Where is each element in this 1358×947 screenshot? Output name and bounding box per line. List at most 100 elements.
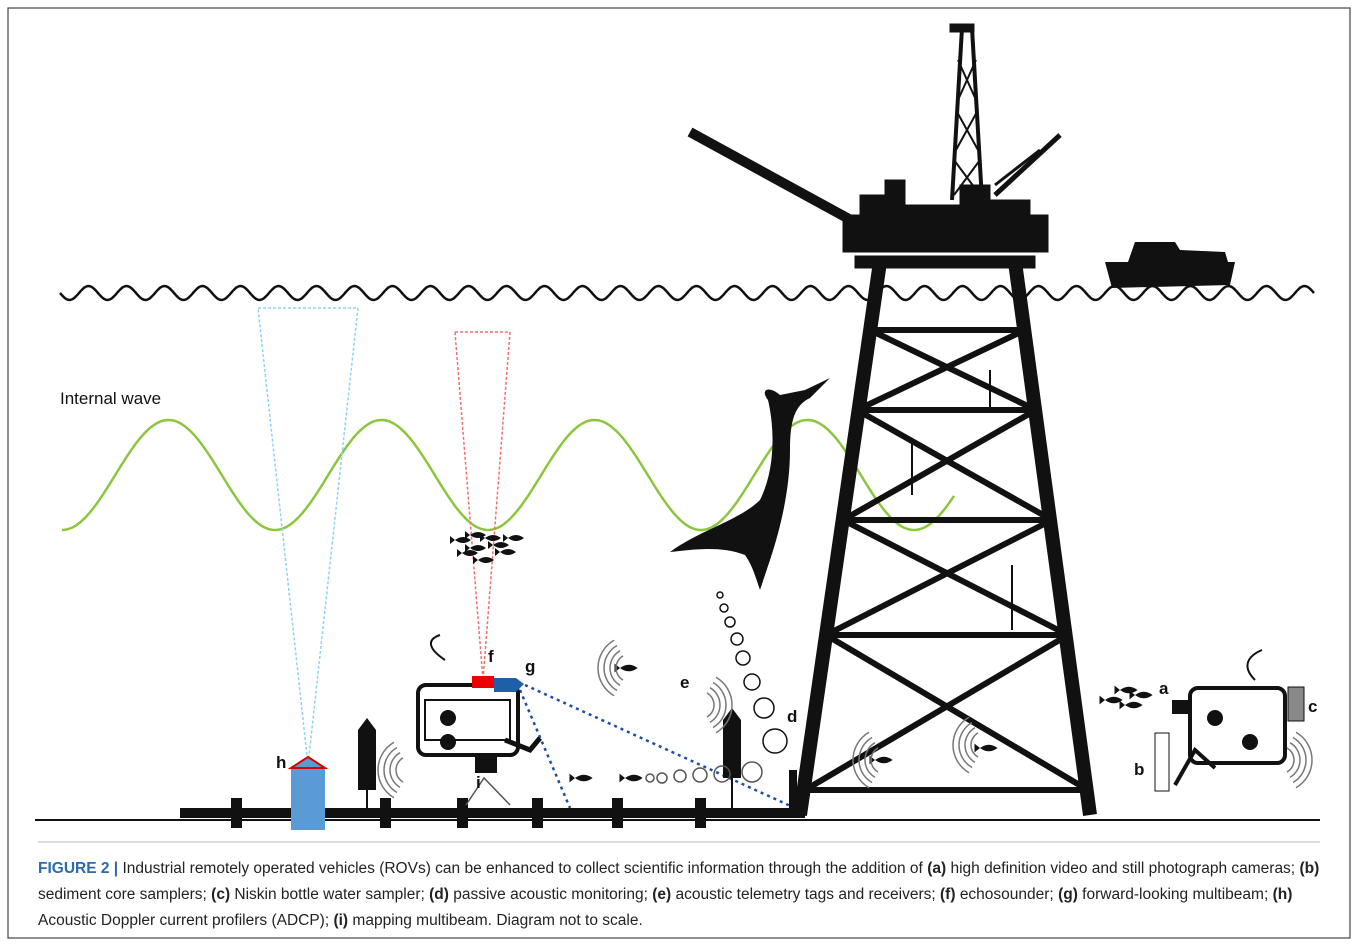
arc <box>609 650 621 686</box>
label-g: g <box>525 657 535 676</box>
arc <box>970 732 979 758</box>
tag <box>692 767 708 783</box>
caption: FIGURE 2 | Industrial remotely operated … <box>38 856 1328 934</box>
rov-left <box>416 634 542 806</box>
fish <box>619 773 643 783</box>
receivers <box>358 708 797 810</box>
multibeam-lines <box>518 683 796 810</box>
label-e: e <box>680 673 689 692</box>
arc <box>597 639 615 697</box>
caption-text: high definition video and still photogra… <box>950 860 1296 877</box>
fish <box>1099 695 1123 705</box>
arc <box>706 692 715 718</box>
caption-text: sediment core samplers; <box>38 886 207 903</box>
caption-text: Industrial remotely operated vehicles (R… <box>122 860 923 877</box>
arc <box>709 687 721 723</box>
caption-text: Acoustic Doppler current profilers (ADCP… <box>38 912 330 929</box>
arc <box>395 757 404 783</box>
tag <box>741 761 763 783</box>
fish-group <box>450 531 1153 783</box>
arc <box>864 742 876 778</box>
label-d: d <box>787 707 797 726</box>
label-b: b <box>1134 760 1144 779</box>
pipeline <box>180 798 805 828</box>
tag <box>735 650 751 666</box>
arc <box>1286 747 1295 773</box>
tag <box>743 673 761 691</box>
arc <box>603 644 618 692</box>
tag <box>719 603 729 613</box>
tag <box>730 632 744 646</box>
arc <box>958 721 973 769</box>
boat <box>1105 242 1235 288</box>
tag <box>645 773 655 783</box>
caption-text: Niskin bottle water sampler; <box>234 886 425 903</box>
arc <box>1292 736 1307 784</box>
fish <box>480 534 501 542</box>
frame <box>7 7 1351 939</box>
tag <box>716 591 724 599</box>
tag <box>753 697 775 719</box>
caption-text: (d) <box>429 886 449 903</box>
label-c: c <box>1308 697 1317 716</box>
sea-surface <box>59 284 1315 302</box>
caption-text: (c) <box>211 886 231 903</box>
label-a: a <box>1159 679 1169 698</box>
arc <box>615 655 624 681</box>
caption-text: mapping multibeam. <box>352 912 492 929</box>
fish <box>488 541 509 549</box>
fish <box>465 544 486 552</box>
adcp-head <box>287 755 329 769</box>
caption-text: forward-looking multibeam; <box>1082 886 1269 903</box>
fish <box>450 536 471 544</box>
fish <box>503 534 524 542</box>
arc <box>1289 742 1301 778</box>
fish <box>457 549 478 557</box>
arc <box>712 681 727 729</box>
caption-text: Diagram not to scale. <box>496 912 643 929</box>
fish <box>473 556 494 564</box>
rov-right <box>1154 649 1305 792</box>
caption-text: (i) <box>333 912 349 929</box>
caption-text: (e) <box>652 886 672 903</box>
arc <box>870 747 879 773</box>
caption-text: (f) <box>940 886 956 903</box>
adcp <box>291 768 325 830</box>
tag <box>656 772 668 784</box>
arc <box>964 727 976 763</box>
adcp-beam <box>257 307 359 766</box>
internal-wave-label: Internal wave <box>60 389 161 408</box>
fish <box>465 531 486 539</box>
arc <box>383 746 398 794</box>
tag <box>724 616 736 628</box>
caption-text: (b) <box>1299 860 1320 877</box>
oil-rig <box>687 23 1097 817</box>
echo-beam <box>454 331 511 681</box>
arc <box>852 731 870 789</box>
arc <box>715 676 733 734</box>
caption-text: echosounder; <box>959 886 1054 903</box>
tag <box>713 765 731 783</box>
tag <box>762 728 788 754</box>
caption-text: (h) <box>1272 886 1293 903</box>
arc <box>389 752 401 788</box>
arc <box>1295 731 1313 789</box>
fish <box>1119 700 1143 710</box>
label-h: h <box>276 753 286 772</box>
fish <box>1114 685 1138 695</box>
fish <box>569 773 593 783</box>
caption-text: acoustic telemetry tags and receivers; <box>675 886 936 903</box>
fish <box>974 743 998 753</box>
internal-wave <box>61 418 956 532</box>
label-i: i <box>476 773 481 792</box>
caption-text: (g) <box>1058 886 1078 903</box>
whale <box>670 378 830 590</box>
acoustic-arcs <box>377 591 1313 799</box>
caption-text: (a) <box>927 860 947 877</box>
fish <box>495 548 516 556</box>
tag <box>673 769 687 783</box>
caption-text: FIGURE 2 | <box>38 860 119 877</box>
fish <box>869 755 893 765</box>
